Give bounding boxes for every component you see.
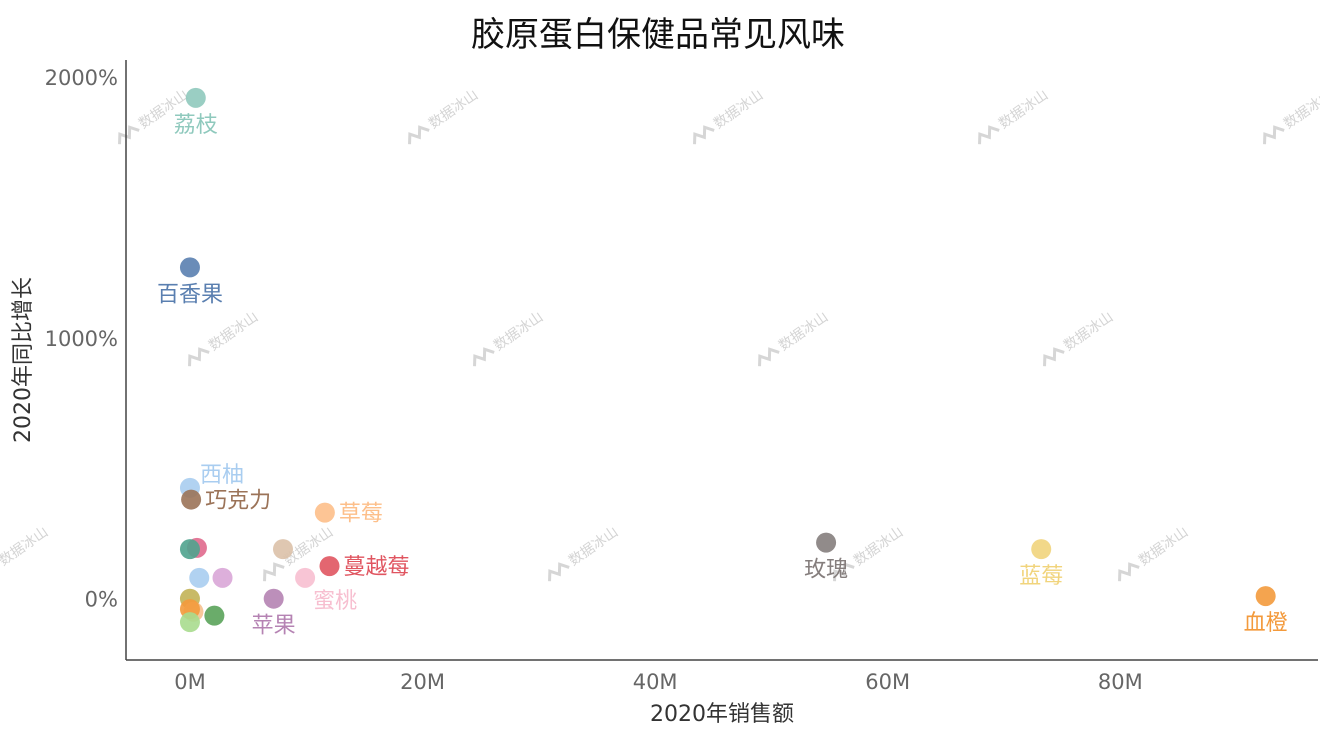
x-tick-label: 80M xyxy=(1098,670,1143,694)
chart-title: 胶原蛋白保健品常见风味 xyxy=(471,15,845,55)
x-tick-label: 60M xyxy=(865,670,910,694)
data-label: 血橙 xyxy=(1244,611,1288,636)
y-tick-labels: 0% 1000% 2000% xyxy=(45,66,118,612)
watermark: 数据冰山 xyxy=(473,309,546,367)
y-tick-label: 1000% xyxy=(45,327,118,351)
x-tick-labels: 0M 20M 40M 60M 80M xyxy=(174,670,1143,694)
watermark: 数据冰山 xyxy=(693,87,766,145)
watermark-logo-icon xyxy=(408,125,430,145)
watermark-text: 数据冰山 xyxy=(776,309,831,354)
data-label: 蔓越莓 xyxy=(344,555,410,580)
watermark-text: 数据冰山 xyxy=(566,524,621,569)
data-label: 草莓 xyxy=(339,502,383,527)
watermark: 数据冰山 xyxy=(548,524,621,582)
watermark-text: 数据冰山 xyxy=(1061,309,1116,354)
data-point xyxy=(181,489,202,510)
x-tick-label: 0M xyxy=(174,670,205,694)
watermark: 数据冰山 xyxy=(188,309,261,367)
y-tick-label: 2000% xyxy=(45,66,118,90)
watermark-text: 数据冰山 xyxy=(0,524,51,569)
data-point xyxy=(263,588,284,609)
watermark: 数据冰山 xyxy=(758,309,831,367)
x-tick-label: 40M xyxy=(633,670,678,694)
data-label: 百香果 xyxy=(157,282,223,307)
watermark-logo-icon xyxy=(978,125,1000,145)
watermark: 数据冰山 xyxy=(978,87,1051,145)
data-label: 苹果 xyxy=(252,614,296,639)
watermark: 数据冰山 xyxy=(0,524,51,569)
watermark-text: 数据冰山 xyxy=(426,87,481,132)
watermark-text: 数据冰山 xyxy=(206,309,261,354)
data-point xyxy=(185,87,206,108)
data-label: 西柚 xyxy=(200,463,244,488)
data-label: 巧克力 xyxy=(205,489,271,514)
data-point xyxy=(179,257,200,278)
watermark-logo-icon xyxy=(833,562,855,582)
watermark: 数据冰山 xyxy=(1263,87,1320,145)
watermark-text: 数据冰山 xyxy=(711,87,766,132)
data-point xyxy=(816,532,837,553)
data-point xyxy=(179,539,200,560)
data-point xyxy=(272,539,293,560)
watermark-logo-icon xyxy=(473,347,495,367)
watermark-logo-icon xyxy=(758,347,780,367)
watermark: 数据冰山 xyxy=(1118,524,1191,582)
data-point xyxy=(179,612,200,633)
watermark-logo-icon xyxy=(693,125,715,145)
watermark-text: 数据冰山 xyxy=(996,87,1051,132)
data-point xyxy=(314,502,335,523)
watermark-logo-icon xyxy=(118,125,140,145)
watermark-logo-icon xyxy=(1263,125,1285,145)
data-label: 蓝莓 xyxy=(1019,564,1063,589)
watermark-logo-icon xyxy=(263,562,285,582)
watermark: 数据冰山 xyxy=(1043,309,1116,367)
y-axis-label: 2020年同比增长 xyxy=(11,277,36,443)
watermark-text: 数据冰山 xyxy=(1136,524,1191,569)
data-points xyxy=(179,87,1276,633)
data-point xyxy=(319,556,340,577)
watermark-logo-icon xyxy=(1043,347,1065,367)
data-point xyxy=(295,567,316,588)
y-tick-label: 0% xyxy=(85,588,118,612)
data-point xyxy=(189,567,210,588)
watermark-text: 数据冰山 xyxy=(1281,87,1320,132)
data-point xyxy=(204,605,225,626)
watermark-text: 数据冰山 xyxy=(851,524,906,569)
watermark-logo-icon xyxy=(188,347,210,367)
watermark-logo-icon xyxy=(1118,562,1140,582)
data-point xyxy=(212,567,233,588)
data-label: 玫瑰 xyxy=(804,558,848,583)
watermark-logo-icon xyxy=(548,562,570,582)
data-point xyxy=(1255,586,1276,607)
x-axis-label: 2020年销售额 xyxy=(650,702,794,727)
data-label: 荔枝 xyxy=(174,113,218,138)
x-tick-label: 20M xyxy=(400,670,445,694)
watermark-text: 数据冰山 xyxy=(491,309,546,354)
watermark: 数据冰山 xyxy=(408,87,481,145)
data-point xyxy=(1031,539,1052,560)
data-label: 蜜桃 xyxy=(313,589,357,614)
